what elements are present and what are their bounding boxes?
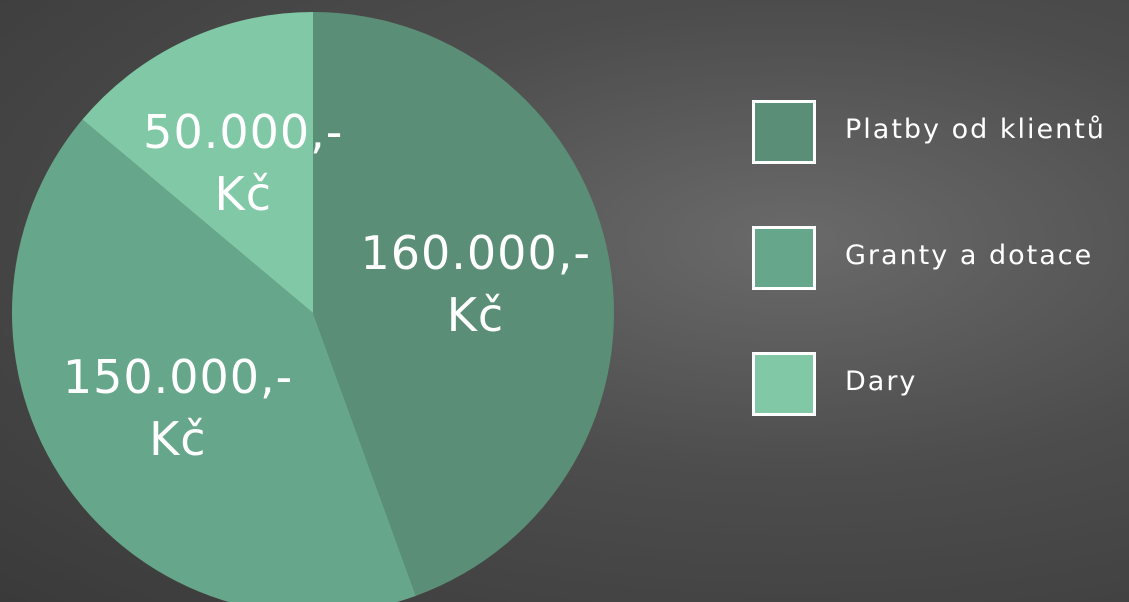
value-label: 50.000,- Kč bbox=[128, 101, 358, 225]
legend-label: Granty a dotace bbox=[845, 240, 1093, 271]
value-label: 160.000,- Kč bbox=[360, 222, 590, 346]
value-label: 150.000,- Kč bbox=[63, 346, 293, 470]
legend-label: Dary bbox=[845, 366, 917, 397]
page: (() => { const data = JSON.parse(documen… bbox=[0, 0, 1129, 602]
legend-swatch bbox=[752, 226, 816, 290]
legend-swatch bbox=[752, 100, 816, 164]
legend-swatch bbox=[752, 352, 816, 416]
legend-label: Platby od klientů bbox=[845, 114, 1106, 145]
